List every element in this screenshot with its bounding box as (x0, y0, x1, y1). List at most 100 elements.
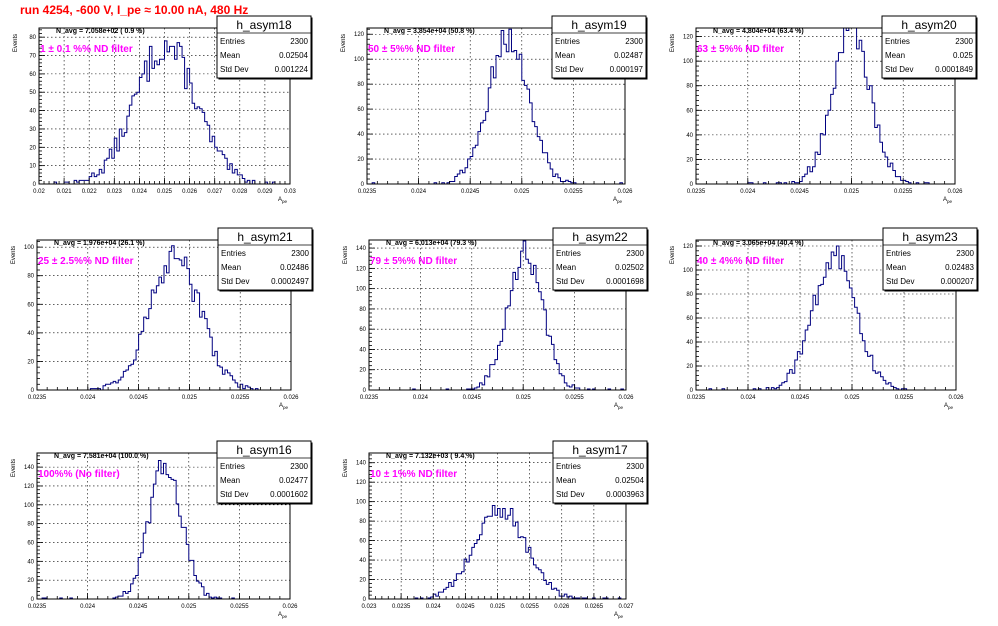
histogram-panel-h_asym19: 0.0235 0.024 0.0245 0.025 0.0255 0.026 0 20 40 60… (341, 15, 648, 204)
y-tick-label: 30 (29, 127, 36, 133)
y-tick-label: 80 (27, 274, 34, 280)
x-axis-title-sub: pe (282, 614, 288, 619)
x-tick-label: 0.0245 (461, 189, 480, 195)
x-axis-title: Ape (614, 612, 624, 619)
stats-label-mean: Mean (221, 263, 241, 272)
plot-frame (695, 27, 956, 185)
stats-label-std: Std Dev (556, 490, 584, 499)
navg-label: N_avg = 3.065e+04 (40.4 %) (713, 240, 804, 247)
navg-label: N_avg = 6.013e+04 (79.3 %) (386, 240, 477, 247)
y-tick-label: 0 (363, 388, 367, 394)
x-tick-label: 0.024 (80, 395, 96, 401)
y-tick-label: 60 (29, 72, 36, 78)
histogram-panel-h_asym21: 0.0235 0.024 0.0245 0.025 0.0255 0.026 0 20 40 60… (11, 227, 314, 410)
y-tick-label: 40 (359, 558, 366, 564)
y-tick-label: 60 (357, 107, 364, 113)
stats-label-std: Std Dev (885, 65, 913, 74)
stats-label-entries: Entries (220, 37, 245, 46)
y-tick-label: 100 (24, 503, 35, 509)
x-tick-label: 0.024 (132, 189, 148, 195)
histogram-line (39, 40, 290, 185)
x-tick-label: 0.0255 (231, 395, 250, 401)
x-tick-label: 0.0245 (129, 604, 148, 610)
stats-label-entries: Entries (555, 37, 580, 46)
y-tick-label: 20 (29, 145, 36, 151)
y-tick-label: 0 (363, 597, 367, 603)
x-axis-title-main: A (614, 403, 618, 409)
navg-label: N_avg = 7.581e+04 (100.0 %) (54, 453, 149, 460)
stats-label-std: Std Dev (555, 65, 583, 74)
x-axis-title: Ape (278, 197, 288, 204)
stats-label-std: Std Dev (886, 277, 914, 286)
x-axis-title-sub: pe (948, 405, 954, 410)
x-tick-label: 0.026 (283, 395, 299, 401)
filter-annotation: 40 ± 4%% ND filter (697, 256, 784, 267)
stats-value-entries: 2300 (291, 249, 309, 258)
x-tick-label: 0.026 (182, 189, 198, 195)
stats-label-entries: Entries (886, 249, 911, 258)
x-axis-title-main: A (279, 403, 283, 409)
y-tick-label: 100 (356, 287, 367, 293)
x-tick-label: 0.026 (554, 604, 570, 610)
y-tick-label: 0 (33, 182, 37, 188)
y-tick-label: 40 (686, 340, 693, 346)
x-tick-label: 0.029 (257, 189, 273, 195)
stats-value-entries: 2300 (625, 37, 643, 46)
x-axis-title-sub: pe (618, 614, 624, 619)
stats-value-std: 0.001224 (275, 65, 309, 74)
plot-frame (368, 239, 627, 391)
histogram-name: h_asym17 (572, 443, 628, 457)
x-tick-label: 0.0235 (360, 395, 379, 401)
y-tick-label: 20 (357, 157, 364, 163)
y-tick-label: 20 (27, 578, 34, 584)
stats-label-mean: Mean (555, 51, 575, 60)
stats-label-mean: Mean (556, 476, 576, 485)
y-tick-label: 40 (359, 347, 366, 353)
y-tick-label: 80 (686, 84, 693, 90)
x-tick-label: 0.0265 (585, 604, 604, 610)
y-tick-label: 40 (27, 331, 34, 337)
x-tick-label: 0.025 (844, 189, 860, 195)
x-tick-label: 0.0235 (358, 189, 377, 195)
y-tick-label: 60 (686, 108, 693, 114)
navg-label: N_avg = 3.854e+04 (50.8 %) (384, 28, 475, 35)
x-axis-title-sub: pe (282, 199, 288, 204)
plot-frame (36, 239, 292, 391)
histogram-line (696, 245, 956, 391)
stats-box (216, 440, 312, 504)
y-tick-label: 100 (356, 500, 367, 506)
x-tick-label: 0.026 (948, 395, 964, 401)
stats-value-mean: 0.02483 (945, 263, 974, 272)
stats-value-mean: 0.025 (953, 51, 974, 60)
y-tick-label: 40 (27, 559, 34, 565)
run-title: run 4254, -600 V, I_pe ≈ 10.00 nA, 480 H… (20, 3, 249, 17)
stats-box (882, 227, 978, 291)
x-tick-label: 0.026 (947, 189, 963, 195)
stats-label-std: Std Dev (556, 277, 584, 286)
x-tick-label: 0.0255 (230, 604, 249, 610)
y-tick-label: 20 (686, 157, 693, 163)
x-tick-label: 0.0255 (520, 604, 539, 610)
filter-annotation: 50 ± 5%% ND filter (368, 44, 455, 55)
stats-label-entries: Entries (556, 462, 581, 471)
x-tick-label: 0.025 (514, 189, 530, 195)
x-axis-title: Ape (613, 197, 623, 204)
x-tick-label: 0.0255 (895, 395, 914, 401)
plot-frame (366, 27, 626, 185)
x-tick-label: 0.024 (740, 395, 756, 401)
x-tick-label: 0.0235 (392, 604, 411, 610)
y-tick-label: 60 (359, 539, 366, 545)
x-axis-title-main: A (944, 403, 948, 409)
filter-annotation: 25 ± 2.5%% ND filter (38, 256, 134, 267)
x-tick-label: 0.0245 (129, 395, 148, 401)
x-tick-label: 0.022 (82, 189, 98, 195)
x-tick-label: 0.026 (617, 189, 633, 195)
stats-value-entries: 2300 (290, 462, 308, 471)
x-tick-label: 0.03 (284, 189, 296, 195)
histogram-name: h_asym18 (236, 18, 292, 32)
x-axis-title: Ape (279, 403, 289, 410)
stats-box (881, 15, 977, 79)
x-axis-title-sub: pe (617, 199, 623, 204)
y-tick-label: 40 (686, 133, 693, 139)
y-tick-label: 60 (27, 540, 34, 546)
